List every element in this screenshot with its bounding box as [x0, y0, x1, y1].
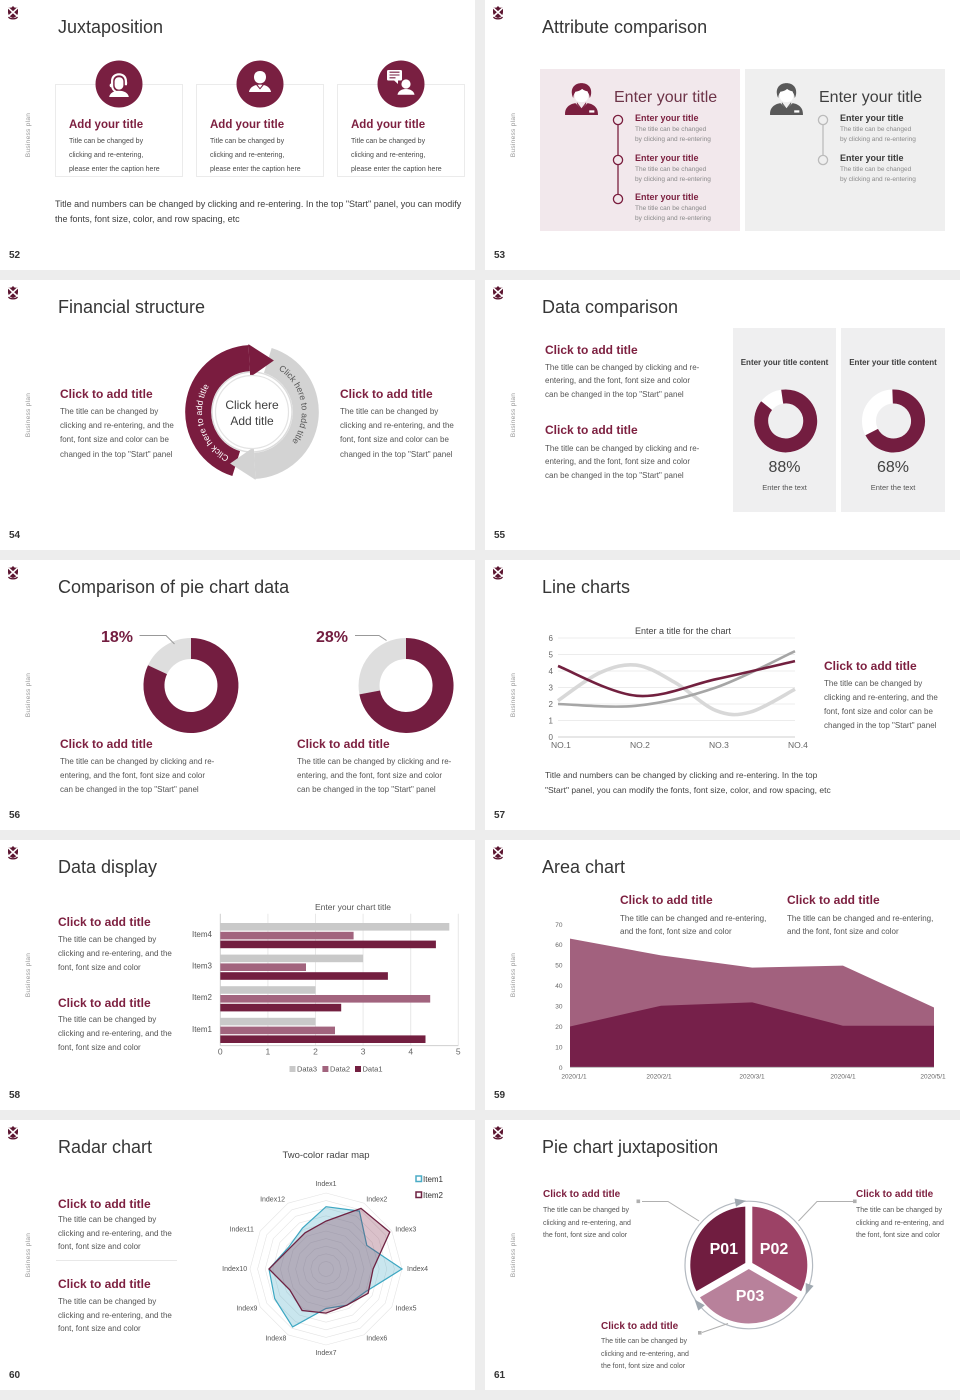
svg-text:30: 30	[555, 1004, 563, 1011]
svg-text:Item2: Item2	[423, 1191, 444, 1200]
svg-text:70: 70	[555, 922, 563, 929]
svg-text:2020/3/1: 2020/3/1	[739, 1074, 765, 1081]
svg-text:Index3: Index3	[395, 1227, 416, 1234]
svg-text:Index4: Index4	[407, 1266, 428, 1273]
svg-text:50: 50	[555, 963, 563, 970]
svg-text:2020/1/1: 2020/1/1	[561, 1074, 587, 1081]
svg-text:P01: P01	[710, 1241, 739, 1258]
svg-text:Index9: Index9	[236, 1306, 257, 1313]
svg-text:Data3: Data3	[297, 1065, 317, 1074]
svg-text:2020/2/1: 2020/2/1	[646, 1074, 672, 1081]
svg-text:3: 3	[361, 1047, 366, 1057]
svg-text:1: 1	[549, 717, 554, 726]
svg-text:Index7: Index7	[315, 1350, 336, 1357]
svg-text:40: 40	[555, 983, 563, 990]
svg-text:2020/5/1: 2020/5/1	[920, 1074, 946, 1081]
svg-text:Item1: Item1	[423, 1175, 444, 1184]
svg-text:Data1: Data1	[363, 1065, 383, 1074]
svg-text:Index2: Index2	[366, 1197, 387, 1204]
svg-text:NO.3: NO.3	[709, 740, 729, 750]
svg-text:Item4: Item4	[192, 930, 213, 939]
svg-text:Item2: Item2	[192, 993, 213, 1002]
svg-text:Index11: Index11	[230, 1227, 254, 1234]
svg-text:6: 6	[549, 634, 554, 643]
svg-text:60: 60	[555, 942, 563, 949]
svg-text:20: 20	[555, 1024, 563, 1031]
svg-text:Data2: Data2	[330, 1065, 350, 1074]
svg-text:Item3: Item3	[192, 962, 213, 971]
svg-text:2: 2	[549, 700, 554, 709]
svg-text:Index10: Index10	[222, 1266, 247, 1273]
svg-text:1: 1	[266, 1047, 271, 1057]
svg-text:3: 3	[549, 684, 554, 693]
svg-text:4: 4	[408, 1047, 413, 1057]
svg-text:0: 0	[549, 733, 554, 742]
svg-text:NO.2: NO.2	[630, 740, 650, 750]
svg-text:Index8: Index8	[265, 1336, 286, 1343]
svg-text:4: 4	[549, 667, 554, 676]
svg-text:Index5: Index5	[396, 1306, 417, 1313]
svg-text:Index1: Index1	[315, 1181, 336, 1188]
svg-text:5: 5	[456, 1047, 461, 1057]
svg-text:0: 0	[559, 1065, 563, 1072]
svg-text:0: 0	[218, 1047, 223, 1057]
svg-text:NO.1: NO.1	[551, 740, 571, 750]
svg-text:2020/4/1: 2020/4/1	[830, 1074, 856, 1081]
svg-text:P03: P03	[736, 1288, 765, 1305]
svg-text:5: 5	[549, 651, 554, 660]
svg-text:Index6: Index6	[366, 1336, 387, 1343]
svg-text:Index12: Index12	[260, 1197, 285, 1204]
svg-text:Item1: Item1	[192, 1025, 213, 1034]
svg-text:NO.4: NO.4	[788, 740, 808, 750]
svg-text:P02: P02	[760, 1241, 789, 1258]
svg-text:10: 10	[555, 1045, 563, 1052]
svg-text:2: 2	[313, 1047, 318, 1057]
